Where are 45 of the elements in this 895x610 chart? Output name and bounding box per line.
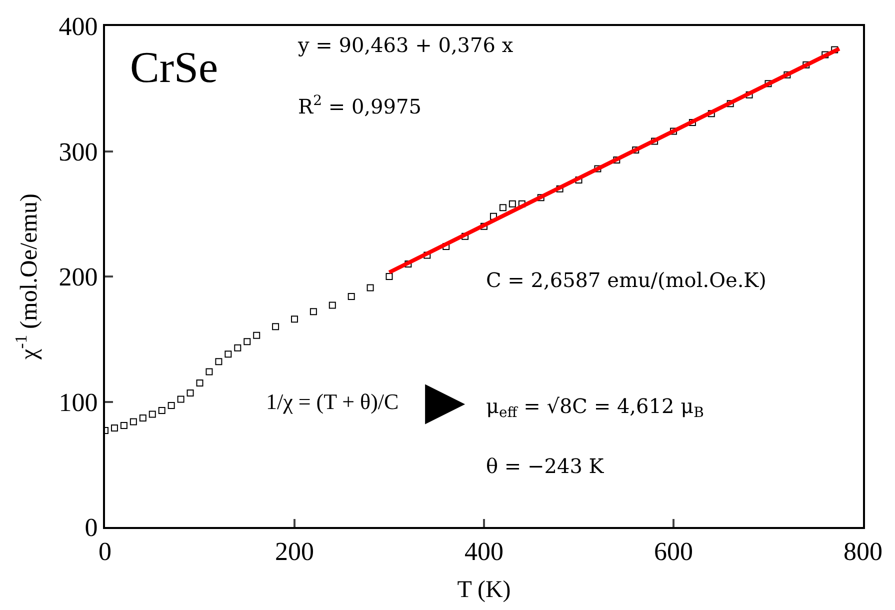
point [177, 396, 184, 403]
point [196, 379, 204, 386]
point [139, 414, 146, 422]
point [186, 389, 194, 396]
point [253, 332, 260, 339]
point [215, 358, 222, 366]
x-axis-title: T (K) [457, 577, 511, 603]
y-tick-label: 400 [58, 12, 98, 42]
point [158, 407, 166, 414]
point [651, 138, 658, 145]
point [244, 338, 251, 346]
y-tick-label: 0 [84, 513, 98, 542]
point [224, 350, 232, 358]
point [272, 323, 280, 330]
point [206, 368, 213, 376]
annotation: θ = −243 K [486, 454, 605, 478]
y-tick-label: 100 [58, 388, 98, 417]
point [348, 293, 355, 300]
point [148, 410, 156, 418]
annotation: μ$_{eff}$ = √8C = 4,612 μ$_{B}$ [486, 394, 704, 422]
point [168, 402, 175, 410]
y-tick-label: 200 [58, 262, 98, 292]
point [130, 418, 137, 426]
point [499, 204, 506, 212]
point [328, 302, 336, 309]
point [802, 61, 810, 68]
annotation: C = 2,6587 emu/(mol.Oe.K) [486, 268, 766, 292]
point [366, 284, 374, 292]
point [110, 424, 118, 432]
point [670, 128, 677, 135]
point [508, 200, 516, 208]
point [310, 308, 317, 316]
annotation: CrSe [130, 43, 218, 92]
annotation: y = 90,463 + 0,376 x [297, 33, 514, 57]
point [386, 273, 393, 280]
annotation: R$^{2}$ = 0,9975 [298, 93, 422, 118]
annotation: 1/χ = (T + θ)/C [266, 389, 399, 414]
point [234, 344, 242, 352]
x-tick-label: 600 [654, 537, 693, 566]
point [291, 316, 298, 323]
x-tick-label: 800 [844, 537, 882, 566]
y-tick-label: 300 [58, 137, 98, 166]
point [120, 422, 128, 430]
x-tick-label: 200 [275, 537, 314, 566]
x-tick-label: 400 [464, 537, 504, 566]
